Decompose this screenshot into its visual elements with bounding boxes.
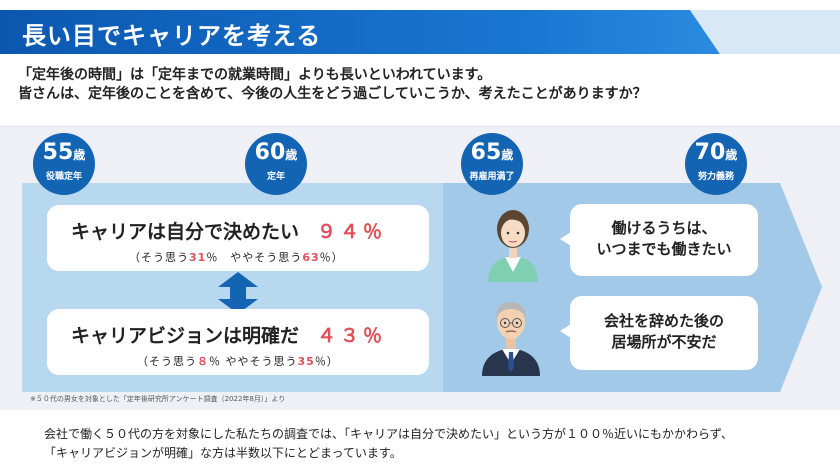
survey-breakdown: （そう思う31％ ややそう思う63％） [129,249,344,265]
survey-percent: ４３％ [317,325,387,347]
voice-line-1: 会社を辞めた後の [603,312,724,330]
milestone-label: 役職定年 [45,172,82,182]
breakdown-label: （そう思う [129,251,189,264]
summary-line-2: 「キャリアビジョンが明確」な方は半数以下にとどまっています。 [44,446,402,460]
intro-text: 「定年後の時間」は「定年までの就業時間」よりも長いといわれています。 皆さんは、… [18,66,647,104]
survey-card-career-decide: キャリアは自分で決めたい ９４％ （そう思う31％ ややそう思う63％） [47,205,429,271]
banner-shape [0,10,840,54]
man-avatar-icon [482,302,540,376]
summary-line-1: 会社で働く５０代の方を対象にした私たちの調査では、「キャリアは自分で決めたい」と… [44,427,733,441]
breakdown-label: ％ ややそう思う [209,355,298,368]
milestone-unit: 歳 [725,148,738,162]
milestone-unit: 歳 [501,148,514,162]
milestone-age: 65 [470,140,502,165]
voice-line-2: いつまでも働きたい [596,240,732,258]
survey-source-note: ※５０代の男女を対象とした「定年後研究所アンケート調査（2022年8月）」より [30,395,286,403]
survey-breakdown: （そう思う８％ ややそう思う35％） [137,353,339,369]
milestone-55: 55歳 役職定年 [33,133,95,195]
breakdown-value: 31 [189,251,207,264]
milestone-unit: 歳 [285,148,298,162]
milestone-unit: 歳 [73,148,86,162]
milestone-age: 55 [42,140,74,165]
breakdown-label: ％ ややそう思う [206,251,303,264]
intro-line-2: 皆さんは、定年後のことを含めて、今後の人生をどう過ごしていこうか、考えたことがあ… [18,86,647,102]
milestone-age: 70 [694,140,726,165]
breakdown-end: ％） [314,355,339,368]
milestone-60: 60歳 定年 [245,133,307,195]
survey-percent: ９４％ [317,221,387,243]
milestone-70: 70歳 努力義務 [685,133,747,195]
title-banner: 長い目でキャリアを考える [0,10,840,54]
breakdown-value: 63 [302,251,320,264]
survey-statement: キャリアビジョンは明確だ [71,325,300,347]
woman-avatar-icon [488,210,538,282]
milestone-label: 努力義務 [697,172,734,182]
milestone-65: 65歳 再雇用満了 [461,133,523,195]
double-arrow-icon [218,272,258,314]
breakdown-label: （そう思う [137,355,197,368]
milestone-age: 60 [254,140,286,165]
breakdown-end: ％） [319,251,344,264]
voice-line-2: 居場所が不安だ [611,333,717,351]
voice-bubble-anxiety: 会社を辞めた後の 居場所が不安だ [560,296,758,370]
summary-text: 会社で働く５０代の方を対象にした私たちの調査では、「キャリアは自分で決めたい」と… [44,425,733,463]
voice-line-1: 働けるうちは、 [611,219,717,237]
voice-bubble-work: 働けるうちは、 いつまでも働きたい [560,204,758,276]
breakdown-value: ８ [197,355,209,368]
breakdown-value: 35 [297,355,315,368]
intro-line-1: 「定年後の時間」は「定年までの就業時間」よりも長いといわれています。 [18,67,492,83]
survey-card-career-vision: キャリアビジョンは明確だ ４３％ （そう思う８％ ややそう思う35％） [47,309,429,375]
milestone-label: 再雇用満了 [469,172,515,182]
survey-statement: キャリアは自分で決めたい [71,221,300,243]
milestone-label: 定年 [266,172,285,182]
page-title: 長い目でキャリアを考える [22,22,322,50]
